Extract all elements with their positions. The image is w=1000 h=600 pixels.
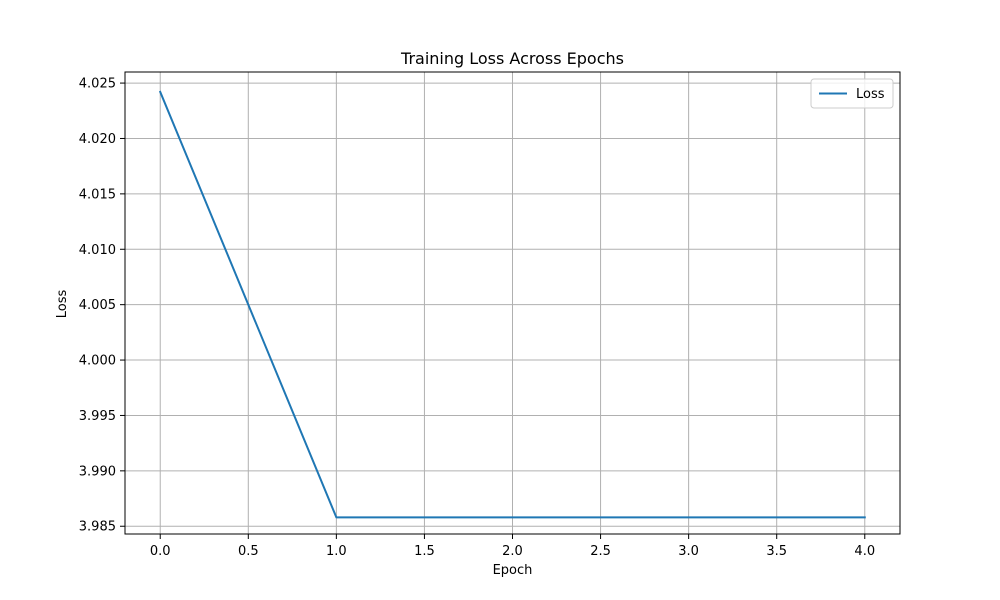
y-axis-label: Loss — [55, 290, 70, 319]
series-lines — [158, 90, 866, 519]
x-tick-label: 1.5 — [414, 544, 435, 559]
x-tick-label: 1.0 — [326, 544, 347, 559]
y-tick-label: 4.000 — [79, 354, 116, 369]
y-axis: 3.985 3.990 3.995 4.000 4.005 4.010 4.015 4.020… — [79, 77, 125, 535]
y-tick-label: 4.010 — [79, 243, 116, 258]
x-axis-label: Epoch — [493, 563, 533, 578]
x-tick-label: 0.5 — [238, 544, 259, 559]
y-tick-label: 3.985 — [79, 520, 116, 535]
y-tick-label: 3.995 — [79, 409, 116, 424]
y-tick-label: 4.020 — [79, 132, 116, 147]
legend-box — [810, 78, 894, 109]
x-tick-label: 3.0 — [678, 544, 699, 559]
grid-lines — [125, 72, 900, 534]
x-tick-label: 3.5 — [766, 544, 787, 559]
x-tick-label: 2.5 — [590, 544, 611, 559]
y-tick-label: 4.015 — [79, 187, 116, 202]
legend-label: Loss — [856, 87, 885, 102]
legend: Loss — [810, 78, 894, 109]
x-tick-label: 0.0 — [150, 544, 171, 559]
series-line-loss — [158, 90, 866, 519]
y-tick-label: 3.990 — [79, 464, 116, 479]
x-tick-label: 4.0 — [854, 544, 875, 559]
y-tick-label: 4.025 — [79, 77, 116, 92]
chart-title: Training Loss Across Epochs — [400, 49, 624, 68]
x-tick-label: 2.0 — [502, 544, 523, 559]
y-tick-label: 4.005 — [79, 298, 116, 313]
x-axis: 0.0 0.5 1.0 1.5 2.0 2.5 3.0 3.5 4.0 — [150, 534, 875, 559]
